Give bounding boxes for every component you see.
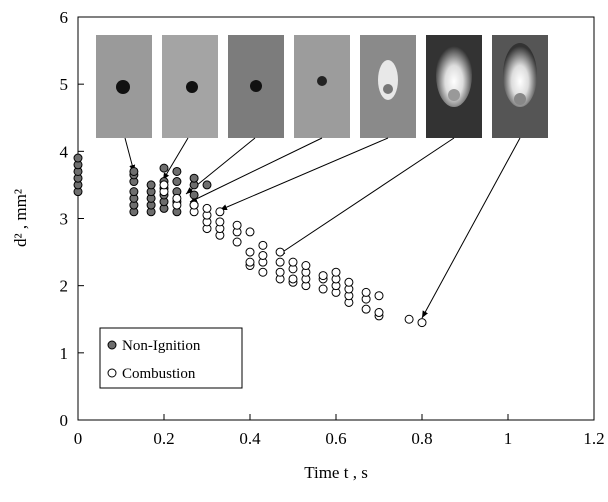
arrows bbox=[124, 137, 521, 319]
y-axis-label: d² , mm² bbox=[11, 189, 30, 247]
y-tick-label: 1 bbox=[60, 344, 69, 363]
point bbox=[374, 308, 384, 318]
point bbox=[172, 166, 182, 176]
point bbox=[258, 250, 268, 260]
x-tick-label: 0.4 bbox=[239, 429, 261, 448]
x-tick-label: 0 bbox=[74, 429, 83, 448]
point bbox=[245, 227, 255, 237]
point bbox=[318, 271, 328, 281]
point bbox=[202, 180, 212, 190]
x-axis-label: Time t , s bbox=[304, 463, 368, 482]
point bbox=[215, 217, 225, 227]
point bbox=[232, 220, 242, 230]
y-tick-label: 0 bbox=[60, 411, 69, 430]
point bbox=[374, 291, 384, 301]
point bbox=[404, 314, 414, 324]
x-tick-label: 0.6 bbox=[325, 429, 346, 448]
x-tick-label: 0.2 bbox=[153, 429, 174, 448]
point bbox=[232, 237, 242, 247]
y-tick-label: 3 bbox=[60, 210, 69, 229]
y-tick-label: 5 bbox=[60, 75, 69, 94]
y-tick-label: 2 bbox=[60, 277, 69, 296]
y-tick-label: 4 bbox=[60, 142, 69, 161]
point bbox=[189, 200, 199, 210]
legend bbox=[99, 327, 243, 389]
x-tick-label: 1.2 bbox=[583, 429, 604, 448]
point bbox=[258, 240, 268, 250]
x-tick-label: 0.8 bbox=[411, 429, 432, 448]
point bbox=[159, 163, 169, 173]
legend-label: Non-Ignition bbox=[122, 338, 201, 354]
point bbox=[159, 180, 169, 190]
point bbox=[417, 318, 427, 328]
point bbox=[275, 257, 285, 267]
legend-label: Combustion bbox=[122, 366, 196, 382]
point bbox=[318, 284, 328, 294]
point bbox=[331, 267, 341, 277]
point bbox=[275, 267, 285, 277]
point bbox=[245, 247, 255, 257]
point bbox=[361, 287, 371, 297]
point bbox=[146, 180, 156, 190]
point bbox=[202, 203, 212, 213]
point bbox=[172, 193, 182, 203]
legend-marker bbox=[107, 340, 117, 350]
x-tick-label: 1 bbox=[504, 429, 513, 448]
point bbox=[172, 177, 182, 187]
point bbox=[215, 207, 225, 217]
point bbox=[361, 304, 371, 314]
point bbox=[189, 173, 199, 183]
point bbox=[275, 247, 285, 257]
legend-marker bbox=[107, 368, 117, 378]
point bbox=[245, 257, 255, 267]
point bbox=[189, 190, 199, 200]
point bbox=[129, 187, 139, 197]
point bbox=[73, 153, 83, 163]
y-tick-label: 6 bbox=[60, 8, 69, 27]
point bbox=[288, 274, 298, 284]
point bbox=[288, 257, 298, 267]
point bbox=[344, 277, 354, 287]
point bbox=[129, 166, 139, 176]
point bbox=[301, 261, 311, 271]
point bbox=[258, 267, 268, 277]
photos bbox=[96, 35, 548, 138]
